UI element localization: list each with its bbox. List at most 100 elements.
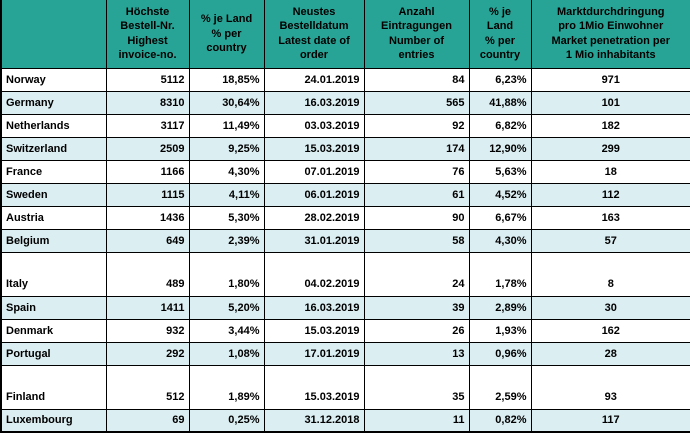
table-row-portugal: Portugal 292 1,08% 17.01.2019 13 0,96% 2…	[0, 341, 690, 366]
cell-invoice: 1411	[105, 295, 190, 320]
cell-invoice: 8310	[105, 90, 190, 115]
cell-pct-country-2: 6,23%	[468, 67, 532, 92]
cell-pct-country-2: 1,78%	[468, 273, 532, 297]
cell-invoice: 512	[105, 386, 190, 410]
cell-invoice: 1436	[105, 205, 190, 230]
cell-pct-country-1: 4,11%	[188, 182, 265, 207]
cell-penetration: 18	[530, 159, 690, 184]
cell-entries: 26	[363, 318, 470, 343]
cell-country: Sweden	[0, 182, 107, 207]
table-row-sweden: Sweden 1115 4,11% 06.01.2019 61 4,52% 11…	[0, 182, 690, 207]
cell-country: Portugal	[0, 341, 107, 366]
cell-entries: 11	[363, 408, 470, 433]
cell-invoice: 1115	[105, 182, 190, 207]
cell-invoice: 489	[105, 273, 190, 297]
cell-pct-country-2: 12,90%	[468, 136, 532, 161]
cell-entries: 90	[363, 205, 470, 230]
header-highest-invoice: Höchste Bestell-Nr. Highest invoice-no.	[105, 0, 190, 69]
table-row-switzerland: Switzerland 2509 9,25% 15.03.2019 174 12…	[0, 136, 690, 161]
cell-pct-country-2: 41,88%	[468, 90, 532, 115]
cell-date: 16.03.2019	[263, 295, 365, 320]
cell-invoice: 932	[105, 318, 190, 343]
cell-date: 31.12.2018	[263, 408, 365, 433]
cell-date: 16.03.2019	[263, 90, 365, 115]
empty-spacer-row	[0, 251, 690, 273]
cell-penetration: 112	[530, 182, 690, 207]
cell-country: Spain	[0, 295, 107, 320]
cell-pct-country-1: 1,89%	[188, 386, 265, 410]
cell-pct-country-1: 5,30%	[188, 205, 265, 230]
cell-invoice: 1166	[105, 159, 190, 184]
cell-date: 06.01.2019	[263, 182, 365, 207]
table-row-austria: Austria 1436 5,30% 28.02.2019 90 6,67% 1…	[0, 205, 690, 230]
cell-country: Luxembourg	[0, 408, 107, 433]
cell-date: 15.03.2019	[263, 136, 365, 161]
empty-spacer-row	[0, 364, 690, 386]
table-row-norway: Norway 5112 18,85% 24.01.2019 84 6,23% 9…	[0, 67, 690, 92]
cell-pct-country-1: 30,64%	[188, 90, 265, 115]
cell-country: Denmark	[0, 318, 107, 343]
cell-date: 24.01.2019	[263, 67, 365, 92]
cell-penetration: 30	[530, 295, 690, 320]
cell-pct-country-1: 4,30%	[188, 159, 265, 184]
cell-entries: 174	[363, 136, 470, 161]
table-row-finland: Finland 512 1,89% 15.03.2019 35 2,59% 93	[0, 386, 690, 410]
cell-country: Germany	[0, 90, 107, 115]
cell-country: Austria	[0, 205, 107, 230]
cell-date: 15.03.2019	[263, 318, 365, 343]
cell-penetration: 8	[530, 273, 690, 297]
cell-date: 04.02.2019	[263, 273, 365, 297]
cell-pct-country-1: 5,20%	[188, 295, 265, 320]
cell-entries: 58	[363, 228, 470, 253]
cell-penetration: 182	[530, 113, 690, 138]
cell-date: 17.01.2019	[263, 341, 365, 366]
cell-country: Italy	[0, 273, 107, 297]
cell-pct-country-1: 1,80%	[188, 273, 265, 297]
header-country-blank	[0, 0, 107, 69]
cell-entries: 565	[363, 90, 470, 115]
cell-penetration: 163	[530, 205, 690, 230]
cell-pct-country-1: 1,08%	[188, 341, 265, 366]
header-number-of-entries: Anzahl Eintragungen Number of entries	[363, 0, 470, 69]
cell-entries: 76	[363, 159, 470, 184]
cell-country: Norway	[0, 67, 107, 92]
cell-invoice: 2509	[105, 136, 190, 161]
cell-pct-country-2: 0,96%	[468, 341, 532, 366]
cell-penetration: 971	[530, 67, 690, 92]
cell-country: Switzerland	[0, 136, 107, 161]
cell-penetration: 299	[530, 136, 690, 161]
cell-pct-country-2: 6,82%	[468, 113, 532, 138]
cell-pct-country-2: 4,30%	[468, 228, 532, 253]
cell-entries: 35	[363, 386, 470, 410]
cell-entries: 13	[363, 341, 470, 366]
cell-invoice: 5112	[105, 67, 190, 92]
cell-pct-country-2: 1,93%	[468, 318, 532, 343]
cell-invoice: 3117	[105, 113, 190, 138]
cell-entries: 84	[363, 67, 470, 92]
cell-pct-country-1: 2,39%	[188, 228, 265, 253]
table-row-luxembourg: Luxembourg 69 0,25% 31.12.2018 11 0,82% …	[0, 408, 690, 433]
cell-pct-country-1: 11,49%	[188, 113, 265, 138]
cell-penetration: 101	[530, 90, 690, 115]
cell-penetration: 117	[530, 408, 690, 433]
table-row-belgium: Belgium 649 2,39% 31.01.2019 58 4,30% 57	[0, 228, 690, 253]
cell-date: 15.03.2019	[263, 386, 365, 410]
cell-penetration: 57	[530, 228, 690, 253]
cell-pct-country-1: 9,25%	[188, 136, 265, 161]
cell-date: 07.01.2019	[263, 159, 365, 184]
cell-pct-country-2: 5,63%	[468, 159, 532, 184]
header-pct-per-country-2: % je Land % per country	[468, 0, 532, 69]
table-row-spain: Spain 1411 5,20% 16.03.2019 39 2,89% 30	[0, 295, 690, 320]
cell-pct-country-2: 6,67%	[468, 205, 532, 230]
cell-pct-country-2: 0,82%	[468, 408, 532, 433]
header-latest-order-date: Neustes Bestelldatum Latest date of orde…	[263, 0, 365, 69]
cell-pct-country-2: 2,89%	[468, 295, 532, 320]
cell-pct-country-1: 18,85%	[188, 67, 265, 92]
cell-entries: 61	[363, 182, 470, 207]
cell-entries: 92	[363, 113, 470, 138]
header-market-penetration: Marktdurchdringung pro 1Mio Einwohner Ma…	[530, 0, 690, 69]
table-row-france: France 1166 4,30% 07.01.2019 76 5,63% 18	[0, 159, 690, 184]
cell-penetration: 162	[530, 318, 690, 343]
cell-date: 03.03.2019	[263, 113, 365, 138]
table-row-netherlands: Netherlands 3117 11,49% 03.03.2019 92 6,…	[0, 113, 690, 138]
